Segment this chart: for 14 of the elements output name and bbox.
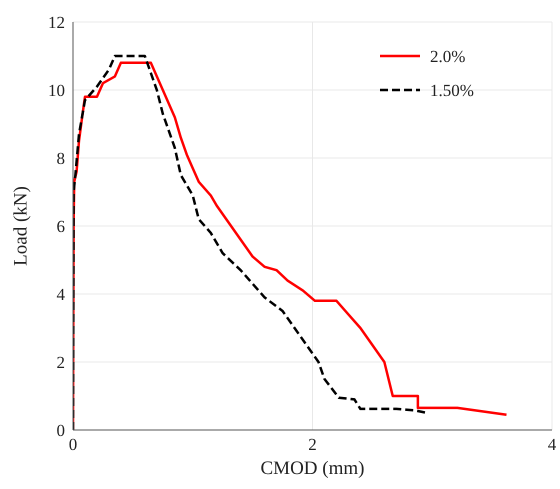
legend-label: 1.50%	[430, 81, 474, 100]
y-tick-label: 12	[48, 13, 65, 32]
x-tick-label: 0	[68, 435, 78, 454]
y-axis-title: Load (kN)	[10, 186, 32, 266]
y-tick-label: 8	[56, 149, 65, 168]
y-tick-label: 2	[56, 353, 65, 372]
y-tick-label: 4	[56, 285, 66, 304]
x-tick-label: 2	[308, 435, 317, 454]
y-tick-label: 10	[48, 81, 65, 100]
y-tick-label: 6	[56, 217, 65, 236]
legend-label: 2.0%	[430, 47, 466, 66]
x-axis-title: CMOD (mm)	[260, 458, 364, 479]
x-tick-label: 4	[548, 435, 557, 454]
y-tick-label: 0	[56, 421, 65, 440]
